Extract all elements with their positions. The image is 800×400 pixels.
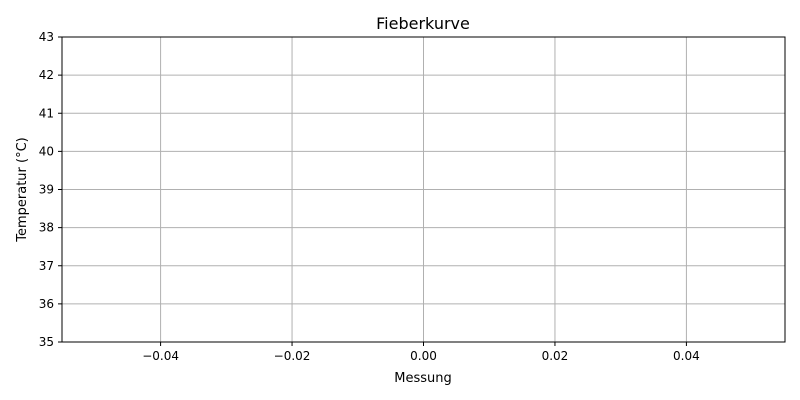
x-tick-label: 0.04	[673, 349, 700, 363]
y-tick-label: 41	[39, 106, 54, 120]
y-tick-label: 43	[39, 30, 54, 44]
x-axis-ticks: −0.04 −0.02 0.00 0.02 0.04	[142, 342, 700, 363]
y-tick-label: 37	[39, 259, 54, 273]
x-tick-label: −0.04	[142, 349, 179, 363]
x-tick-label: 0.02	[542, 349, 569, 363]
y-tick-label: 42	[39, 68, 54, 82]
y-tick-label: 40	[39, 144, 54, 158]
y-axis-label: Temperatur (°C)	[15, 137, 30, 243]
x-tick-label: 0.00	[410, 349, 437, 363]
x-axis-label: Messung	[394, 371, 452, 386]
chart-title: Fieberkurve	[376, 14, 470, 33]
y-tick-label: 35	[39, 335, 54, 349]
y-tick-label: 38	[39, 221, 54, 235]
y-tick-label: 39	[39, 183, 54, 197]
x-tick-label: −0.02	[274, 349, 311, 363]
y-axis-ticks: 35 36 37 38 39 40 41 42 43	[39, 30, 62, 349]
y-tick-label: 36	[39, 297, 54, 311]
grid	[62, 36, 785, 343]
